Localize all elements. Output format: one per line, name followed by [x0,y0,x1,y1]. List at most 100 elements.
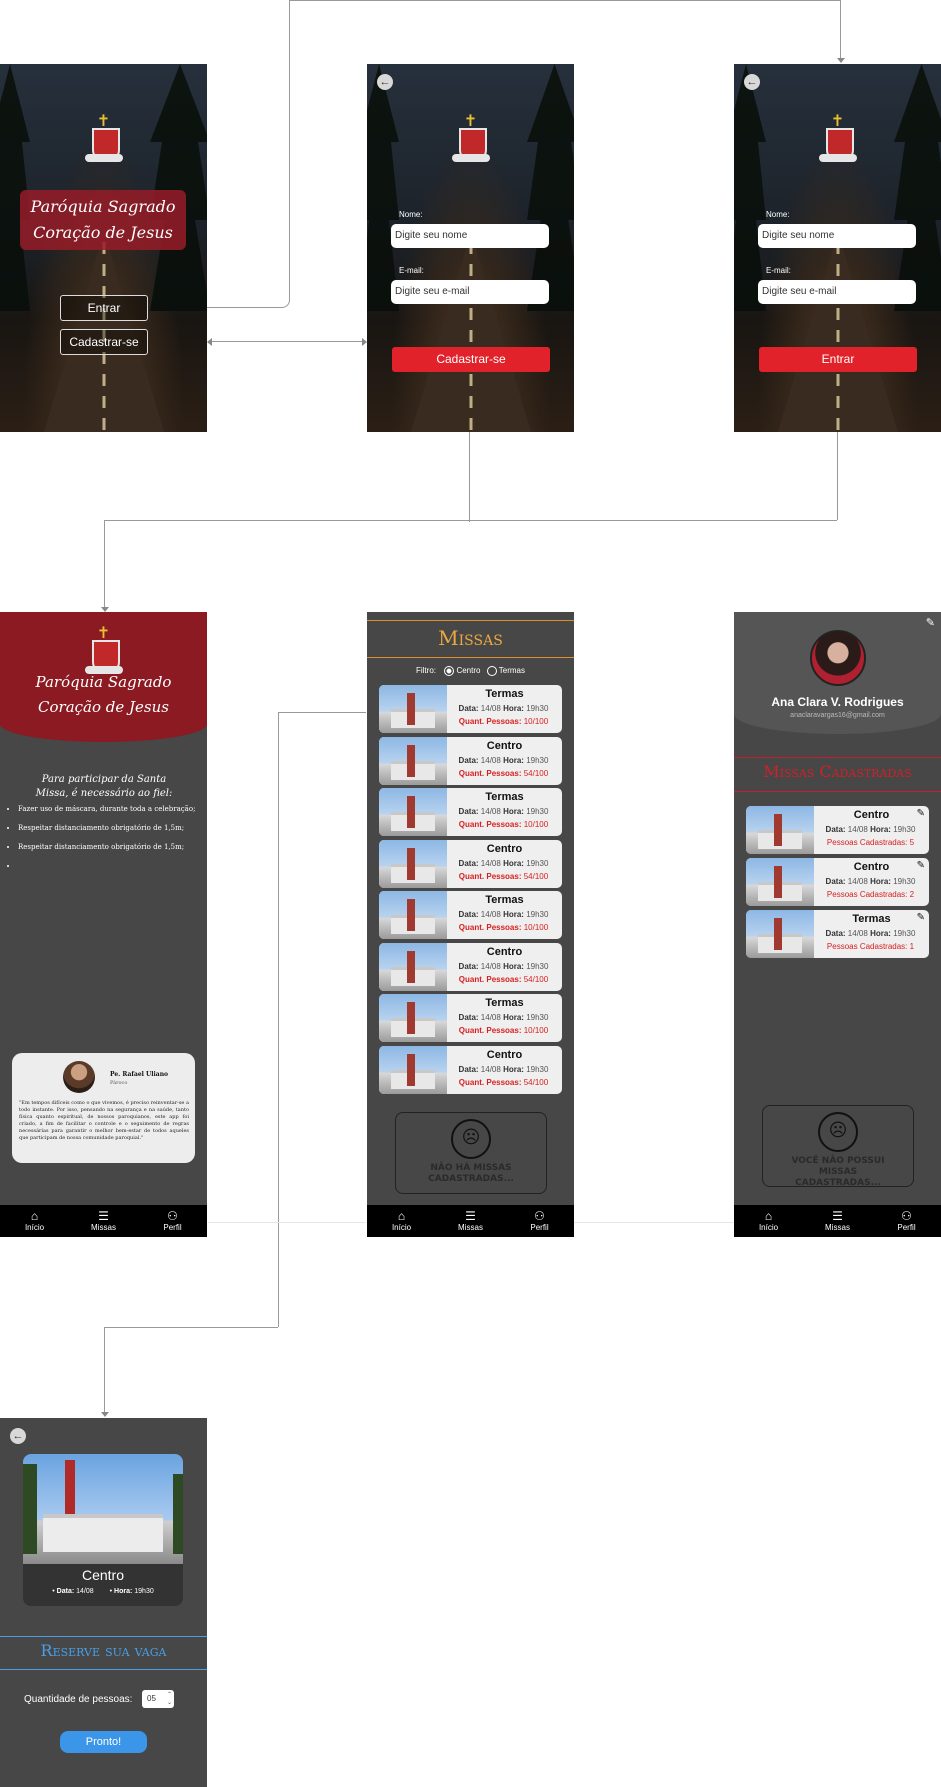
back-arrow-icon[interactable]: ← [10,1428,26,1444]
back-arrow-icon[interactable]: ← [744,74,760,90]
register-button[interactable]: Cadastrar-se [60,329,148,355]
mass-datetime: Data: 14/08 Hora: 19h30 [814,877,927,886]
name-input[interactable]: Digite seu nome [391,224,549,248]
nav-home[interactable]: ⌂ Início [10,1210,60,1233]
radio-centro[interactable] [444,666,455,676]
quantity-stepper[interactable]: 05 ⌃ ⌄ [142,1690,174,1708]
nav-profile[interactable]: ⚇ Perfil [515,1210,565,1233]
nav-masses[interactable]: ☰ Missas [79,1210,129,1233]
mass-name: Termas [852,913,891,925]
nav-profile[interactable]: ⚇ Perfil [148,1209,198,1233]
title-line-2: Coração de Jesus [33,223,173,242]
mass-name: Termas [485,791,524,803]
date-label: Data: [825,877,846,886]
mass-name: Centro [486,739,523,752]
registered-count: Pessoas Cadastradas: 2 [814,890,927,899]
login-submit-button[interactable]: Entrar [759,347,917,372]
people-count: Quant. Pessoas: 10/100 [447,717,560,726]
parish-title: Paróquia Sagrado Coração de Jesus [0,670,207,720]
mass-name: Centro [486,842,523,855]
people-value: 10/100 [523,717,549,726]
date-value: 14/08 [847,929,868,938]
mass-card[interactable]: Termas Data: 14/08 Hora: 19h30 Quant. Pess… [379,685,562,733]
flow-connector [104,1327,278,1328]
enter-button[interactable]: Entrar [60,295,148,321]
people-count: Quant. Pessoas: 54/100 [447,872,560,881]
palm-tree [23,1464,37,1554]
email-input[interactable]: Digite seu e-mail [391,280,549,304]
mass-name: Centro [486,1048,523,1061]
done-button[interactable]: Pronto! [60,1731,147,1753]
registered-label: Pessoas Cadastradas: [826,942,908,951]
edit-profile-icon[interactable]: ✎ [925,617,935,629]
edit-icon[interactable]: ✎ [916,808,925,819]
registered-mass-card[interactable]: Termas ✎ Data: 14/08 Hora: 19h30 Pessoas Ca… [746,910,929,958]
priest-role: Pároco [110,1080,128,1086]
people-label: Quant. Pessoas: [458,923,522,932]
edit-icon[interactable]: ✎ [916,860,925,871]
user-name: Ana Clara V. Rodrigues [771,695,904,709]
mass-meta: • Data: 14/08 • Hora: 19h30 [52,1588,154,1595]
mass-card[interactable]: Termas Data: 14/08 Hora: 19h30 Quant. Pess… [379,788,562,836]
time-label: Hora: [503,807,524,816]
mass-datetime: Data: 14/08 Hora: 19h30 [447,704,560,713]
time-label: Hora: [870,877,891,886]
avatar [63,1061,95,1093]
user-icon: ⚇ [167,1209,178,1223]
time-value: 19h30 [526,1013,549,1022]
church-thumbnail [379,942,447,991]
people-value: 10/100 [523,820,549,829]
mass-card[interactable]: Termas Data: 14/08 Hora: 19h30 Quant. Pess… [379,994,562,1042]
time-label: Hora: [503,858,524,868]
name-input[interactable]: Digite seu nome [758,224,916,248]
filter-option-termas[interactable]: Termas [498,666,526,676]
page-title: Missas [438,626,503,650]
registered-mass-card[interactable]: Centro ✎ Data: 14/08 Hora: 19h30 Pessoas Ca… [746,806,929,854]
list-icon: ☰ [832,1209,843,1223]
register-submit-button[interactable]: Cadastrar-se [392,347,550,372]
sad-face-icon: ☹ [451,1119,491,1159]
radio-termas[interactable] [486,666,497,676]
nav-home[interactable]: ⌂ Início [377,1209,427,1233]
flow-connector [278,712,279,1327]
nav-home[interactable]: ⌂ Início [744,1210,794,1233]
back-arrow-icon[interactable]: ← [377,74,393,90]
mass-card[interactable]: Centro Data: 14/08 Hora: 19h30 Quant. Pess… [379,942,562,991]
nav-masses-label: Missas [825,1223,850,1232]
mass-card[interactable]: Centro Data: 14/08 Hora: 19h30 Quant. Pess… [379,1045,562,1094]
people-label: Quant. Pessoas: [458,1077,522,1087]
registered-mass-card[interactable]: Centro ✎ Data: 14/08 Hora: 19h30 Pessoas Ca… [746,858,929,906]
date-value: 14/08 [480,961,501,971]
time-label: Hora: [870,929,891,938]
section-divider [734,791,941,792]
edit-icon[interactable]: ✎ [916,912,925,923]
road-line [469,242,472,432]
people-count: Quant. Pessoas: 10/100 [447,820,560,829]
email-input[interactable]: Digite seu e-mail [758,280,916,304]
header-divider [367,620,574,621]
people-value: 10/100 [523,1026,549,1035]
home-icon: ⌂ [397,1209,406,1223]
filter-option-centro[interactable]: Centro [456,666,481,676]
quantity-value: 05 [147,1694,156,1703]
stepper-arrows-icon[interactable]: ⌃ ⌄ [166,1692,172,1706]
people-value: 54/100 [523,974,549,984]
church-thumbnail [746,910,814,958]
church-thumbnail [379,736,447,785]
rules-intro: Para participar da Santa Missa, é necess… [35,774,173,799]
people-count: Quant. Pessoas: 10/100 [447,923,560,932]
date-value: 14/08 [480,858,501,868]
nav-profile[interactable]: ⚇ Perfil [882,1210,932,1233]
nav-masses[interactable]: ☰ Missas [813,1209,863,1233]
mass-card[interactable]: Centro Data: 14/08 Hora: 19h30 Quant. Pess… [379,839,562,888]
time-label: Hora: [503,1064,524,1074]
profile-screen: ✎ Ana Clara V. Rodrigues anaclaravargas1… [734,612,941,1237]
nav-masses[interactable]: ☰ Missas [446,1210,496,1233]
priest-message: "Em tempos difíceis como o que vivemos, … [19,1100,189,1141]
flow-connector [278,712,366,713]
registered-label: Pessoas Cadastradas: [826,838,908,847]
date-value: 14/08 [847,877,868,886]
mass-card[interactable]: Termas Data: 14/08 Hora: 19h30 Quant. Pess… [379,891,562,939]
date-value: 14/08 [480,704,501,713]
mass-card[interactable]: Centro Data: 14/08 Hora: 19h30 Quant. Pess… [379,736,562,785]
